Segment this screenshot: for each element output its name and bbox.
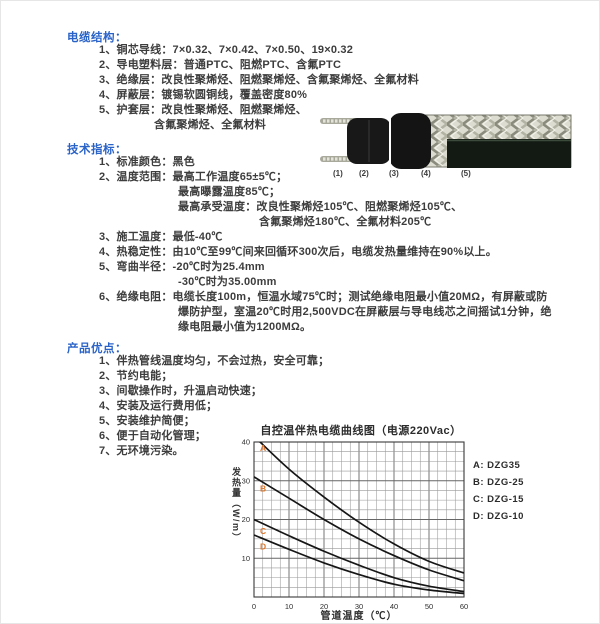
text-line: 2、温度范围：最高工作温度65±5℃； — [99, 171, 288, 183]
y-tick-label: 10 — [242, 554, 250, 563]
cable-layer-labels: (1) (2) (3) (4) (5) — [319, 169, 577, 181]
section-title-product-advantages: 产品优点： — [67, 343, 127, 355]
text-line: 缘电阻最小值为1200MΩ。 — [178, 321, 312, 333]
section-tech-specs: 1、标准颜色：黑色 2、温度范围：最高工作温度65±5℃； 最高曝露温度85℃； 最高… — [99, 155, 552, 335]
chart-grid — [253, 441, 465, 598]
cable-layer-label: (4) — [421, 169, 431, 178]
legend-item: B: DZG-25 — [473, 477, 524, 488]
x-tick-label: 0 — [252, 602, 256, 611]
x-tick-label: 60 — [460, 602, 468, 611]
curve-C — [254, 518, 464, 593]
outer-jacket — [447, 139, 571, 168]
legend-item: D: DZG-10 — [473, 511, 524, 522]
section-product-advantages: 1、伴热管线温度均匀，不会过热，安全可靠； 2、节约电能； 3、间歇操作时，升温启动… — [99, 354, 329, 459]
y-tick-label: 20 — [242, 515, 250, 524]
text-line: -30℃时为35.00mm — [178, 276, 277, 288]
text-line: 7、无环境污染。 — [99, 445, 184, 457]
section-cable-structure: 1、铜芯导线：7×0.32、7×0.42、7×0.50、19×0.32 2、导电塑… — [99, 43, 419, 133]
chart-x-axis-label: 管道温度（℃） — [320, 611, 398, 622]
text-line: 含氟聚烯烃、全氟材料 — [154, 119, 266, 131]
cable-layer-label: (1) — [333, 169, 343, 178]
text-line: 2、节约电能； — [99, 370, 173, 382]
cable-layer-label: (3) — [389, 169, 399, 178]
text-line: 4、屏蔽层：镀锡软圆铜线，覆盖密度80% — [99, 89, 308, 101]
text-line: 爆防护型，室温20℃时用2,500VDC在屏蔽层与导电线芯之间摇试1分钟，绝 — [178, 306, 552, 318]
text-line: 5、护套层：改良性聚烯烃、阻燃聚烯烃、 — [99, 104, 307, 116]
y-tick-label: 40 — [242, 438, 250, 447]
text-line: 6、便于自动化管理； — [99, 430, 207, 442]
curve-A — [258, 442, 464, 574]
text-line: 5、弯曲半径：-20℃时为25.4mm — [99, 261, 265, 273]
text-line: 3、绝缘层：改良性聚烯烃、阻燃聚烯烃、含氟聚烯烃、全氟材料 — [99, 74, 419, 86]
curve-B — [254, 476, 464, 582]
chart-legend: A: DZG35 B: DZG-25 C: DZG-15 D: DZG-10 — [473, 457, 524, 525]
legend-item: C: DZG-15 — [473, 494, 524, 505]
cable-layer-label: (5) — [461, 169, 471, 178]
x-tick-label: 20 — [320, 602, 328, 611]
insulation-layer — [389, 113, 431, 169]
chart-curves — [254, 442, 464, 595]
curve-label-B: B — [260, 484, 266, 494]
text-line: 1、标准颜色：黑色 — [99, 156, 195, 168]
text-line: 最高承受温度：改良性聚烯烃105℃、阻燃聚烯烃105℃、 — [178, 201, 463, 213]
cable-cutaway-figure — [320, 113, 572, 169]
text-line: 含氟聚烯烃180℃、全氟材料205℃ — [259, 216, 432, 228]
text-line: 3、间歇操作时，升温启动快速； — [99, 385, 263, 397]
curve-D — [254, 534, 464, 595]
text-line: 1、伴热管线温度均匀，不会过热，安全可靠； — [99, 355, 330, 367]
text-line: 4、热稳定性：由10℃至99℃间来回循环300次后，电缆发热量维持在90%以上。 — [99, 246, 497, 258]
chart-y-axis-label: 发热量（W/m） — [231, 467, 241, 543]
cable-layer-label: (2) — [359, 169, 369, 178]
text-line: 4、安装及运行费用低； — [99, 400, 218, 412]
y-tick-label: 30 — [242, 476, 250, 485]
x-tick-label: 30 — [355, 602, 363, 611]
section-title-cable-structure: 电缆结构： — [67, 32, 127, 44]
axis-ticks: 10 20 30 40 0 10 20 30 40 50 60 — [242, 438, 469, 612]
x-tick-label: 50 — [425, 602, 433, 611]
text-line: 5、安装维护简便； — [99, 415, 195, 427]
curve-label-D: D — [260, 542, 266, 552]
text-line: 2、导电塑料层：普通PTC、阻燃PTC、含氟PTC — [99, 59, 342, 71]
text-line: 1、铜芯导线：7×0.32、7×0.42、7×0.50、19×0.32 — [99, 44, 354, 56]
curve-labels: A B CD — [260, 443, 266, 552]
curve-label-A: A — [260, 443, 266, 453]
x-tick-label: 40 — [390, 602, 398, 611]
x-tick-label: 10 — [285, 602, 293, 611]
text-line: 3、施工温度：最低-40℃ — [99, 231, 223, 243]
section-title-tech-specs: 技术指标： — [67, 144, 127, 156]
text-line: 6、绝缘电阻：电缆长度100m，恒温水域75℃时；测试绝缘电阻最小值20MΩ，有… — [99, 291, 548, 303]
curve-label-C: C — [260, 526, 266, 536]
text-line: 最高曝露温度85℃； — [178, 186, 281, 198]
heating-curve-chart: A B CD 10 20 30 40 0 10 20 30 40 50 60 — [242, 438, 469, 612]
legend-item: A: DZG35 — [473, 460, 521, 471]
chart-title: 自控温伴热电缆曲线图（电源220Vac） — [260, 425, 462, 437]
